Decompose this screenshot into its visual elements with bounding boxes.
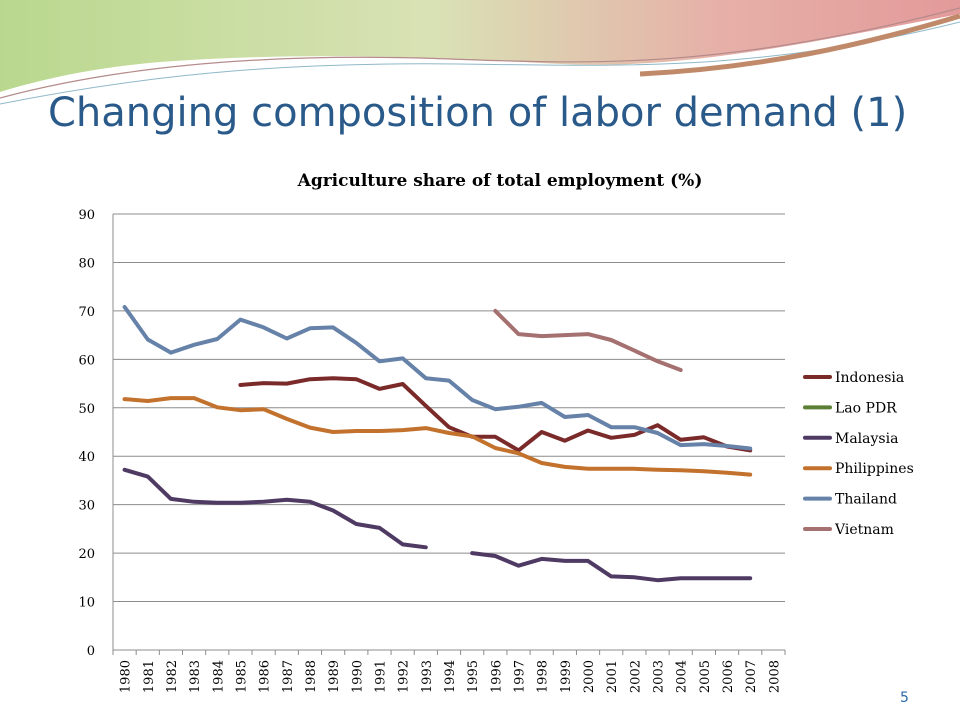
legend-label-thailand: Thailand: [835, 492, 897, 508]
x-tick-label: 1986: [258, 660, 273, 693]
x-tick-label: 1983: [188, 660, 203, 693]
x-tick-label: 2007: [744, 660, 759, 693]
x-tick-label: 1992: [397, 660, 412, 693]
x-tick-label: 1999: [559, 660, 574, 693]
series-line-malaysia: [470, 551, 753, 583]
series-line-malaysia: [122, 467, 428, 550]
y-tick-label: 50: [78, 402, 95, 417]
legend-label-philippines: Philippines: [835, 461, 914, 477]
y-tick-label: 80: [78, 256, 95, 271]
banner-wave-fill: [0, 0, 960, 92]
x-tick-label: 1996: [489, 660, 504, 693]
x-tick-label: 1982: [165, 660, 180, 693]
x-tick-label: 1981: [142, 660, 157, 693]
x-tick-label: 2001: [605, 660, 620, 693]
x-tick-label: 1990: [350, 660, 365, 693]
y-axis-tick-labels: 0 10 20 30 40 50 60 70 80 90: [78, 208, 95, 659]
series-line-vietnam: [493, 308, 683, 372]
x-tick-label: 1994: [443, 660, 458, 693]
y-tick-label: 90: [78, 208, 95, 223]
x-tick-label: 1984: [211, 660, 226, 693]
x-tick-label: 2000: [582, 660, 597, 693]
legend-label-lao-pdr: Lao PDR: [835, 400, 897, 416]
y-tick-label: 20: [78, 547, 95, 562]
y-tick-label: 60: [78, 353, 95, 368]
decorative-banner: [0, 0, 960, 105]
series-line-philippines: [122, 396, 753, 477]
x-tick-label: 1997: [513, 660, 528, 693]
series-line-indonesia: [238, 376, 753, 453]
series-lines: [122, 305, 753, 583]
x-tick-label: 2008: [767, 660, 782, 693]
x-tick-label: 1998: [536, 660, 551, 693]
x-tick-label: 1985: [234, 660, 249, 693]
legend: Indonesia Lao PDR Malaysia Philippines Thail…: [803, 370, 914, 538]
x-tick-label: 1989: [327, 660, 342, 693]
y-tick-label: 30: [78, 499, 95, 514]
x-tick-label: 2003: [652, 660, 667, 693]
x-tick-label: 2006: [721, 660, 736, 693]
y-tick-label: 70: [78, 305, 95, 320]
y-tick-label: 40: [78, 450, 95, 465]
x-tick-label: 2005: [698, 660, 713, 693]
banner-wave-line-2: [0, 21, 960, 105]
page-number: 5: [900, 690, 909, 706]
x-tick-label: 1995: [466, 660, 481, 693]
x-tick-label: 2004: [675, 660, 690, 693]
x-axis-tick-labels: 1980 1981 1982 1983 1984 1985 1986 1987 1988 1989…: [119, 660, 783, 693]
legend-label-indonesia: Indonesia: [835, 370, 904, 386]
x-tick-label: 1993: [420, 660, 435, 693]
legend-label-vietnam: Vietnam: [834, 522, 894, 538]
y-tick-label: 0: [87, 644, 95, 659]
series-line-thailand: [122, 305, 753, 451]
legend-label-malaysia: Malaysia: [835, 431, 898, 447]
banner-wave-line-3: [639, 13, 960, 77]
chart-title: Agriculture share of total employment (%…: [297, 171, 703, 191]
y-tick-label: 10: [78, 596, 95, 611]
x-tick-label: 1988: [304, 660, 319, 693]
x-tick-label: 2002: [628, 660, 643, 693]
banner-wave-line-1: [0, 7, 960, 99]
slide-title: Changing composition of labor demand (1): [48, 90, 908, 136]
x-tick-label: 1980: [119, 660, 134, 693]
x-tick-label: 1991: [373, 660, 388, 693]
x-tick-label: 1987: [281, 660, 296, 693]
